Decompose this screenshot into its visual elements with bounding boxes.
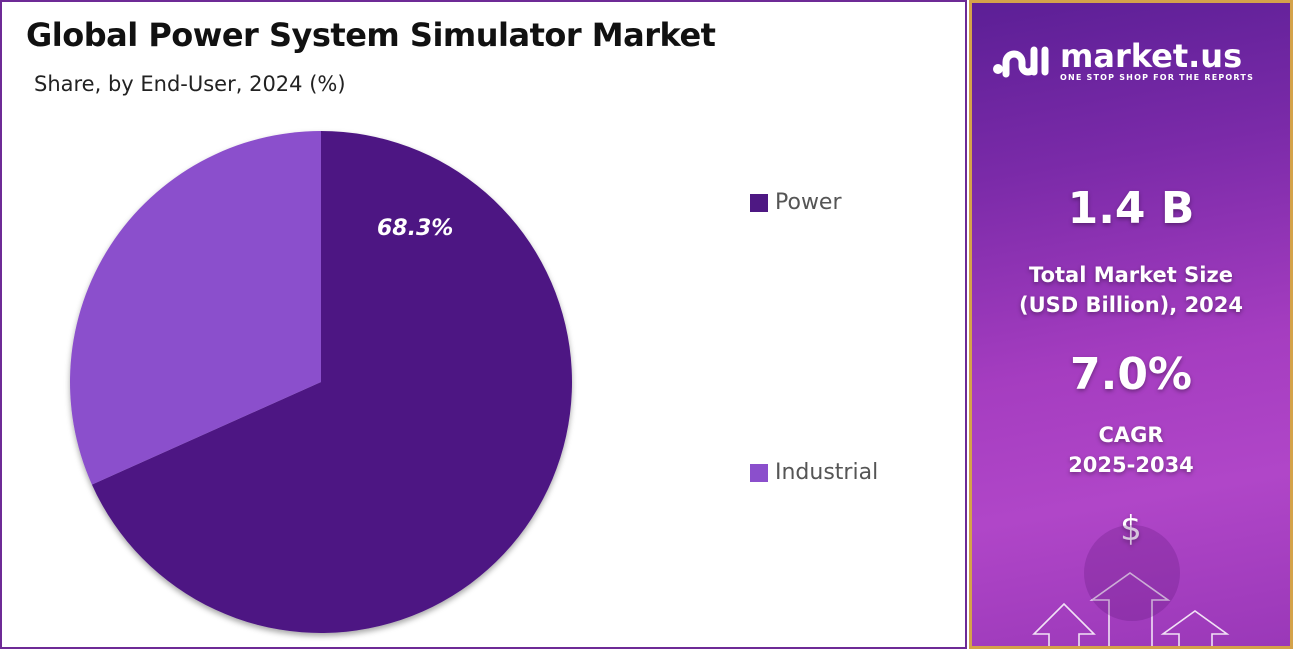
pie-slice-power [91, 131, 572, 633]
legend-swatch-power [750, 193, 768, 212]
pie-chart [62, 122, 582, 642]
legend-swatch-industrial [750, 463, 768, 482]
cagr-label-line1: CAGR [1098, 423, 1164, 447]
slice-label-power: 68.3% [377, 216, 454, 241]
logo-tagline: ONE STOP SHOP FOR THE REPORTS [1060, 73, 1255, 82]
cagr-value: 7.0% [1069, 349, 1193, 400]
market-size-label-line1: Total Market Size [1029, 263, 1233, 287]
market-size-value: 1.4 B [1067, 183, 1195, 234]
chart-title: Global Power System Simulator Market [26, 16, 716, 54]
market-size-label-line2: (USD Billion), 2024 [1018, 293, 1244, 317]
chart-subtitle: Share, by End-User, 2024 (%) [34, 72, 346, 96]
legend-item-industrial: Industrial [750, 460, 878, 485]
dollar-icon: $ [972, 509, 1290, 549]
chart-panel: Global Power System Simulator Market Sha… [0, 0, 967, 649]
logo-name: market.us [1060, 37, 1243, 75]
growth-arrows-icon [1032, 525, 1230, 646]
legend-label-power: Power [775, 190, 842, 215]
legend-item-power: Power [750, 190, 842, 215]
logo-mark-icon [993, 46, 1049, 77]
pie-slice-industrial [70, 131, 321, 485]
market-us-logo: market.us ONE STOP SHOP FOR THE REPORTS [992, 37, 1255, 82]
summary-sidebar: market.us ONE STOP SHOP FOR THE REPORTS … [969, 0, 1293, 649]
cagr-label-line2: 2025-2034 [1068, 453, 1194, 477]
legend-label-industrial: Industrial [775, 460, 879, 485]
